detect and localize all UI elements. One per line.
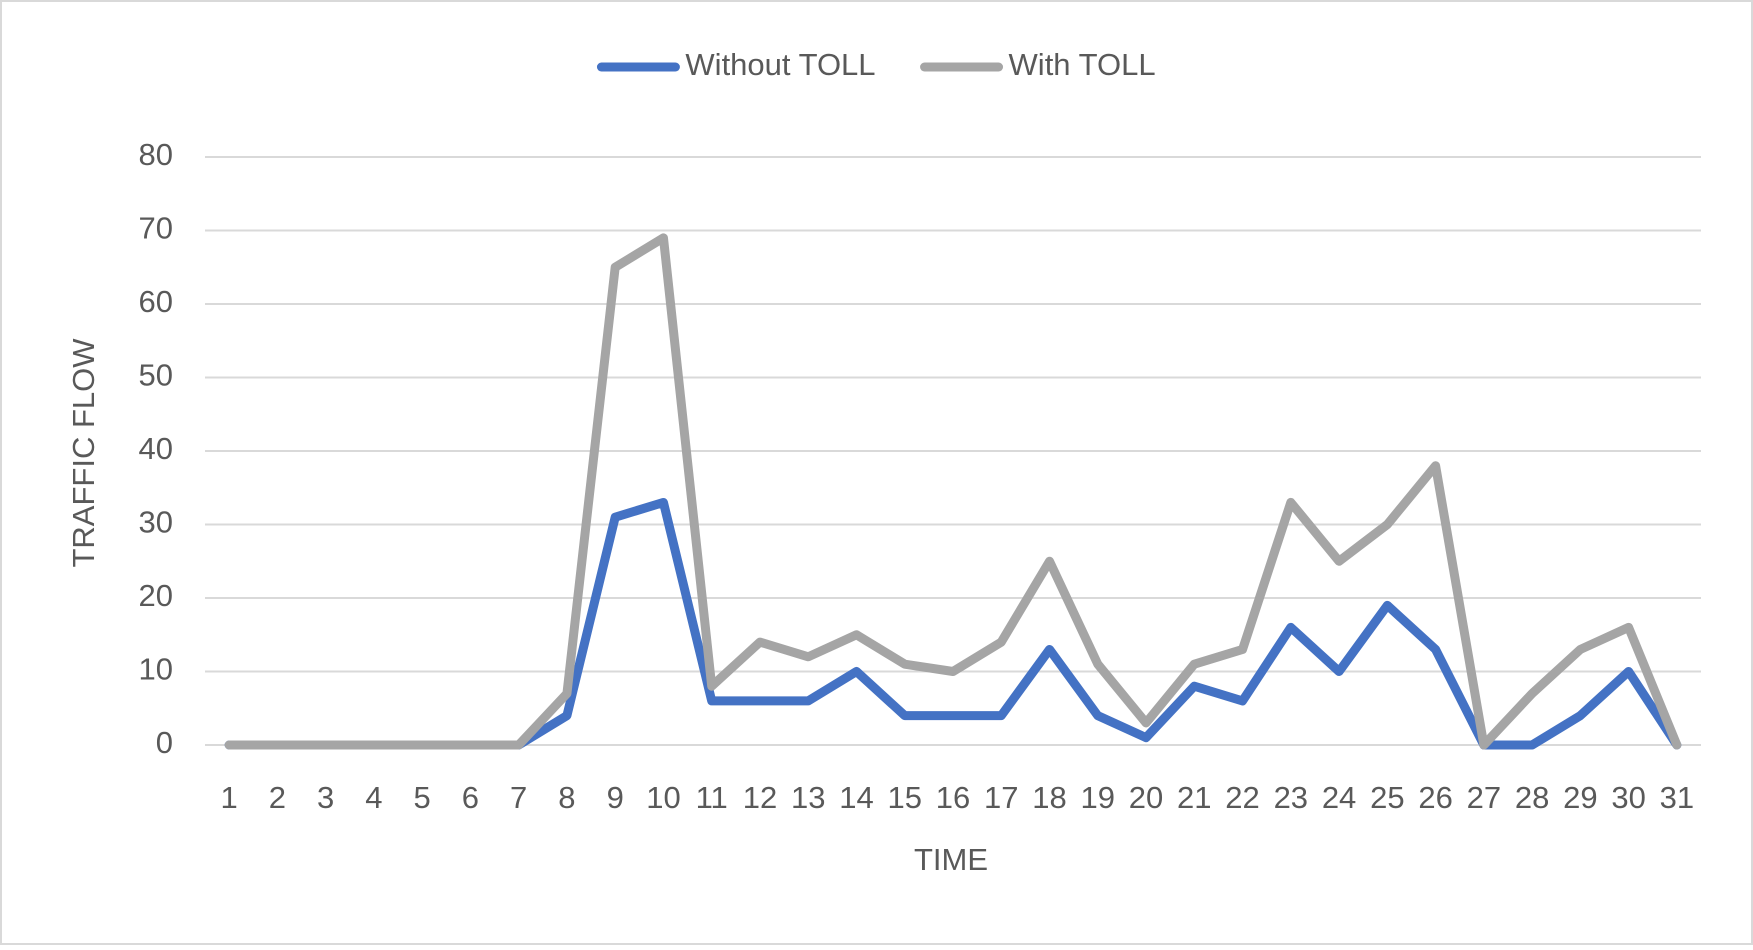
y-axis-label: TRAFFIC FLOW xyxy=(66,338,101,568)
x-tick-label: 8 xyxy=(558,780,575,815)
x-tick-label: 2 xyxy=(269,780,286,815)
x-tick-label: 3 xyxy=(317,780,334,815)
y-tick-label: 0 xyxy=(156,725,173,760)
x-tick-label: 12 xyxy=(743,780,777,815)
x-axis-label: TIME xyxy=(914,842,988,877)
x-tick-label: 17 xyxy=(984,780,1018,815)
x-tick-label: 19 xyxy=(1081,780,1115,815)
x-tick-label: 15 xyxy=(887,780,921,815)
y-tick-label: 40 xyxy=(139,431,173,466)
x-tick-label: 1 xyxy=(221,780,238,815)
x-tick-label: 27 xyxy=(1467,780,1501,815)
x-tick-label: 29 xyxy=(1563,780,1597,815)
x-tick-label: 9 xyxy=(607,780,624,815)
y-tick-label: 10 xyxy=(139,652,173,687)
x-tick-label: 4 xyxy=(365,780,382,815)
x-tick-label: 24 xyxy=(1322,780,1356,815)
x-tick-label: 26 xyxy=(1418,780,1452,815)
x-tick-label: 21 xyxy=(1177,780,1211,815)
x-tick-label: 11 xyxy=(696,780,728,815)
y-tick-label: 70 xyxy=(139,211,173,246)
legend-label: With TOLL xyxy=(1009,47,1156,82)
y-tick-label: 30 xyxy=(139,505,173,540)
x-tick-label: 16 xyxy=(936,780,970,815)
x-tick-label: 10 xyxy=(646,780,680,815)
x-tick-label: 6 xyxy=(462,780,479,815)
data-line xyxy=(224,233,1682,750)
x-tick-label: 13 xyxy=(791,780,825,815)
y-tick-label: 60 xyxy=(139,284,173,319)
x-tick-label: 25 xyxy=(1370,780,1404,815)
x-tick-label: 14 xyxy=(839,780,873,815)
x-tick-label: 7 xyxy=(510,780,527,815)
y-tick-label: 50 xyxy=(139,358,173,393)
y-tick-label: 80 xyxy=(139,137,173,172)
x-tick-label: 5 xyxy=(414,780,431,815)
y-tick-label: 20 xyxy=(139,578,173,613)
x-tick-label: 18 xyxy=(1032,780,1066,815)
x-tick-label: 20 xyxy=(1129,780,1163,815)
x-tick-label: 23 xyxy=(1274,780,1308,815)
x-tick-label: 30 xyxy=(1611,780,1645,815)
x-tick-label: 31 xyxy=(1660,780,1694,815)
x-tick-label: 28 xyxy=(1515,780,1549,815)
legend-label: Without TOLL xyxy=(685,47,875,82)
x-tick-label: 22 xyxy=(1225,780,1259,815)
